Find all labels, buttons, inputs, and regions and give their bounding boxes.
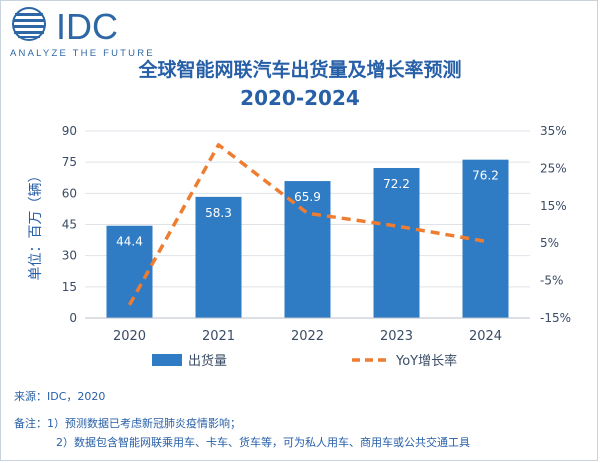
idc-logo: IDC ANALYZE THE FUTURE	[10, 6, 220, 68]
idc-tagline: ANALYZE THE FUTURE	[10, 48, 155, 59]
y2-tick-label: 35%	[540, 124, 567, 138]
y2-tick-label: 15%	[540, 199, 567, 213]
yoy-line	[127, 143, 486, 306]
y-tick-label: 60	[62, 186, 77, 200]
idc-logo-text: IDC	[56, 6, 118, 47]
x-tick-label: 2023	[380, 329, 413, 344]
x-tick-label: 2021	[202, 329, 235, 344]
y-axis-title: 单位：百万（辆）	[28, 169, 44, 281]
legend-line-label: YoY增长率	[395, 353, 457, 369]
line-series	[127, 143, 486, 306]
bar	[373, 167, 420, 318]
chart-subtitle: 2020-2024	[240, 86, 360, 110]
y-tick-label: 90	[62, 124, 77, 138]
chart-title: 全球智能网联汽车出货量及增长率预测	[138, 59, 462, 81]
legend-bar-label: 出货量	[188, 353, 227, 369]
bar-value-label: 65.9	[294, 190, 321, 204]
y2-tick-label: 5%	[540, 236, 559, 250]
bar-series: 44.4 58.3 65.9 72.2 76.2	[106, 159, 509, 318]
y-tick-label: 0	[69, 311, 77, 325]
source-note: 来源：IDC，2020	[14, 390, 106, 403]
bar	[284, 181, 331, 318]
y-tick-label: 15	[62, 280, 77, 294]
bar-value-label: 44.4	[116, 235, 143, 249]
footnote-2: 2）数据包含智能网联乘用车、卡车、货车等，可为私人用车、商用车或公共交通工具	[56, 436, 470, 449]
legend-bar-swatch	[152, 354, 182, 366]
idc-logo-mark: IDC	[12, 6, 118, 47]
x-tick-label: 2022	[291, 329, 324, 344]
x-tick-label: 2020	[113, 329, 146, 344]
bar-value-label: 58.3	[205, 206, 232, 220]
axes: 0 15 30 45 60 75 90 -15% -5% 5% 15% 25% 35% 2020 2021 2…	[28, 124, 571, 344]
bar	[195, 196, 242, 318]
y-tick-label: 30	[62, 249, 77, 263]
bar	[462, 159, 509, 318]
y2-tick-label: 25%	[540, 161, 567, 175]
y2-tick-label: -15%	[540, 311, 571, 325]
bar-value-label: 76.2	[472, 169, 499, 183]
y2-tick-label: -5%	[540, 274, 563, 288]
footnote-1: 备注：1）预测数据已考虑新冠肺炎疫情影响；	[14, 417, 241, 430]
y-tick-label: 75	[62, 155, 77, 169]
x-tick-label: 2024	[469, 329, 502, 344]
y-tick-label: 45	[62, 218, 77, 232]
bar-value-label: 72.2	[383, 177, 410, 191]
legend: 出货量 YoY增长率	[152, 353, 457, 369]
